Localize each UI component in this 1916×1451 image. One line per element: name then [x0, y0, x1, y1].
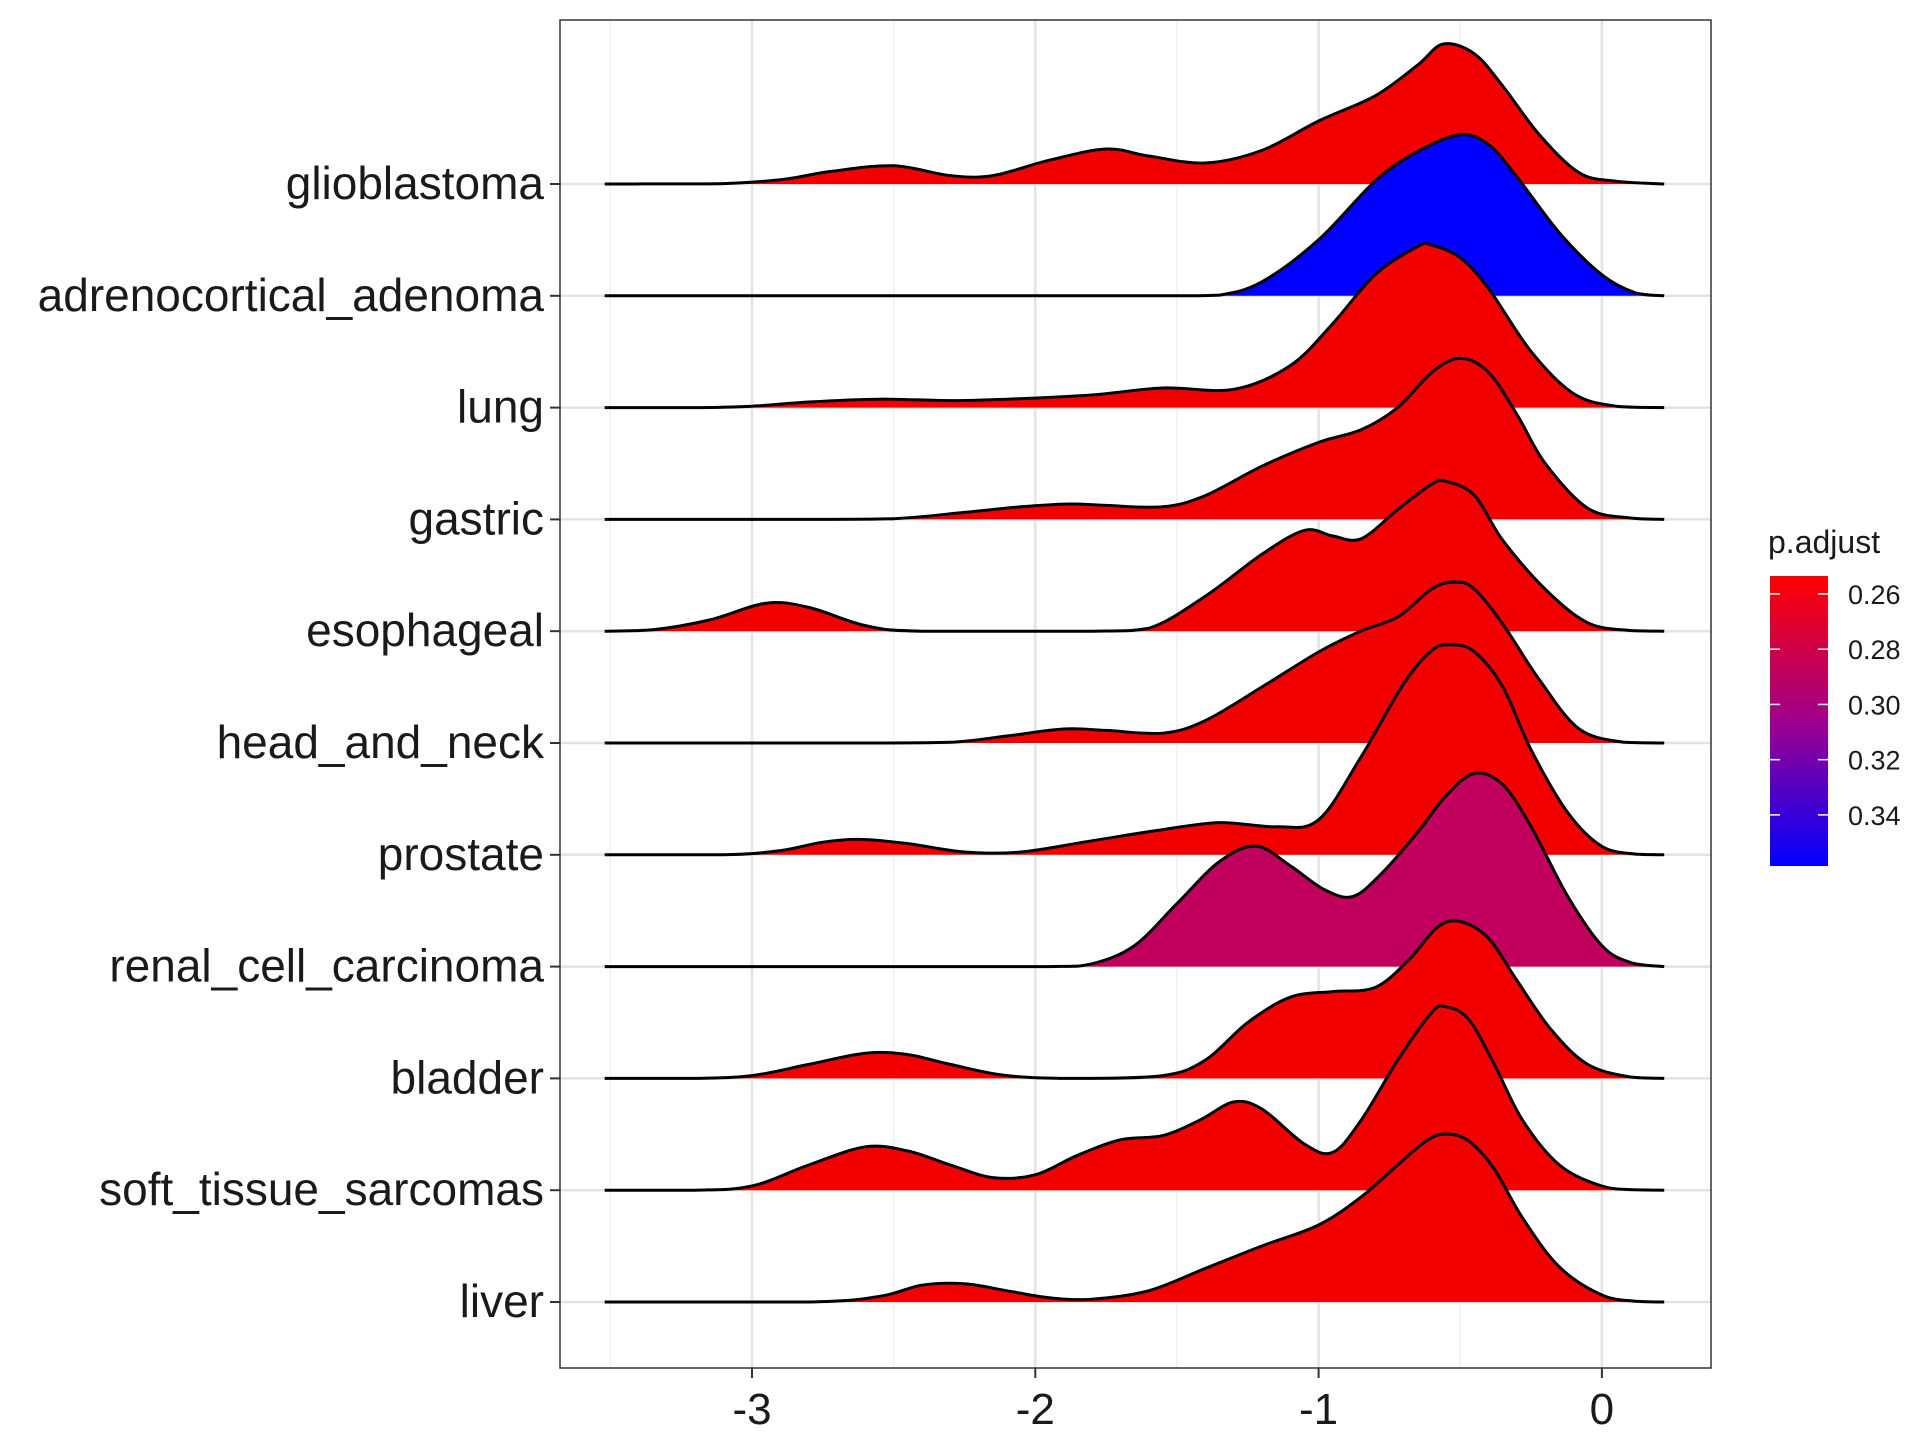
- panel-border: [559, 19, 1712, 1369]
- ridge-outline: [604, 919, 1665, 1080]
- x-tick-label: -1: [1299, 1385, 1338, 1434]
- y-tick-label: head_and_neck: [217, 716, 545, 768]
- ridge-gastric: [604, 356, 1665, 521]
- ridge-fill: [604, 480, 1665, 632]
- y-tick-label: liver: [460, 1275, 544, 1327]
- ridge-renal_cell_carcinoma: [604, 771, 1665, 969]
- x-tick-label: -2: [1016, 1385, 1055, 1434]
- y-tick-label: lung: [457, 381, 544, 433]
- y-tick-label: adrenocortical_adenoma: [38, 269, 545, 321]
- legend-ticks: 0.26 0.28 0.30 0.32 0.34: [1770, 580, 1901, 831]
- legend-tick-label: 0.26: [1848, 580, 1901, 610]
- ridge-outline: [604, 133, 1665, 298]
- y-tick-label: esophageal: [306, 604, 544, 656]
- x-axis: -3 -2 -1 0: [732, 1368, 1614, 1434]
- x-tick-label: -3: [732, 1385, 771, 1434]
- ridge-outline: [604, 1004, 1665, 1192]
- ridge-outline: [604, 580, 1665, 745]
- ridge-fill: [604, 1005, 1665, 1191]
- ridge-bladder: [604, 919, 1665, 1080]
- ridge-fill: [604, 358, 1665, 520]
- x-tick-label: 0: [1590, 1385, 1614, 1434]
- ridge-fill: [604, 772, 1665, 967]
- ridge-outline: [604, 478, 1665, 633]
- ridges: [604, 42, 1665, 1304]
- legend-tick-label: 0.34: [1848, 801, 1901, 831]
- y-tick-label: soft_tissue_sarcomas: [99, 1163, 544, 1215]
- ridge-liver: [604, 1132, 1665, 1304]
- ridge-fill: [604, 644, 1665, 855]
- legend-colorbar: [1770, 576, 1828, 866]
- legend-tick-label: 0.28: [1848, 635, 1901, 665]
- ridge-outline: [604, 241, 1665, 410]
- legend-tick-label: 0.30: [1848, 690, 1901, 720]
- ridge-lung: [604, 241, 1665, 410]
- y-tick-label: gastric: [409, 492, 544, 544]
- y-tick-label: prostate: [378, 828, 544, 880]
- y-tick-label: renal_cell_carcinoma: [109, 940, 544, 992]
- y-tick-label: glioblastoma: [286, 157, 545, 209]
- ridge-esophageal: [604, 478, 1665, 633]
- ridge-outline: [604, 356, 1665, 521]
- ridge-prostate: [604, 643, 1665, 857]
- legend-title: p.adjust: [1768, 524, 1880, 560]
- ridge-outline: [604, 643, 1665, 857]
- y-tick-label: bladder: [391, 1051, 544, 1103]
- ridge-fill: [604, 43, 1665, 184]
- ridge-fill: [604, 243, 1665, 408]
- ridge-outline: [604, 42, 1665, 186]
- ridge-outline: [604, 771, 1665, 969]
- ridge-outline: [604, 1132, 1665, 1304]
- legend: p.adjust 0.26 0.28 0.30 0.32 0.34: [1768, 524, 1901, 866]
- ridge-fill: [604, 1134, 1665, 1302]
- ridge-glioblastoma: [604, 42, 1665, 186]
- legend-tick-label: 0.32: [1848, 746, 1901, 776]
- ridge-fill: [604, 920, 1665, 1079]
- ridge-soft_tissue_sarcomas: [604, 1004, 1665, 1192]
